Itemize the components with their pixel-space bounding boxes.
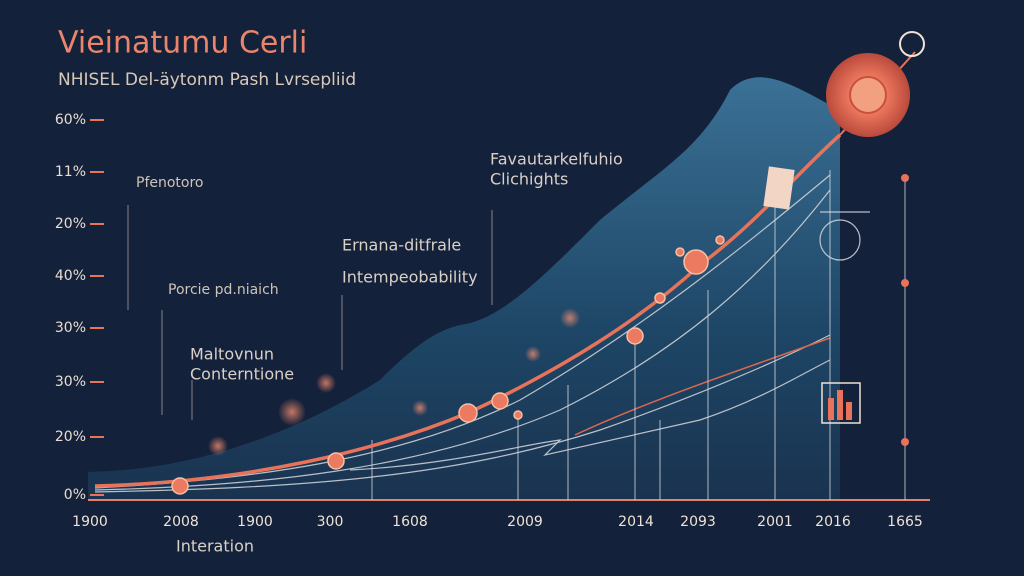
y-axis-label: 11% [55,164,86,180]
decor-circle [849,76,887,114]
decor-rect [821,382,861,424]
annotation: Intempeobability [342,268,478,287]
x-axis-label: 2001 [757,514,793,530]
decor-circle [458,403,478,423]
decor-circle [491,392,509,410]
decor-circle [683,249,709,275]
decor-circle [327,452,345,470]
decor-circle [208,436,228,456]
decor-rect [837,390,843,420]
decor-g [171,235,725,495]
x-axis-label: 1900 [237,514,273,530]
decor-g [208,308,580,456]
x-axis-label: 2093 [680,514,716,530]
decor-circle [901,279,909,287]
decor-g [94,174,870,493]
x-axis-title: Interation [176,537,254,556]
decor-rect [828,398,834,420]
decor-circle [171,477,189,495]
y-axis-label: 0% [64,487,86,503]
x-axis-label: 1608 [392,514,428,530]
subtitle: NHISEL Del-äytonm Pash Lvrsepliid [58,70,356,90]
annotation: Ernana-ditfrale [342,236,461,255]
decor-circle [412,400,428,416]
decor-circle [316,373,336,393]
decor-rect [763,166,795,210]
decor-circle [560,308,580,328]
decor-circle [901,438,909,446]
decor-path [94,174,831,489]
decor-circle [278,398,306,426]
decor-circle [513,410,523,420]
decor-g [371,170,906,500]
decor-path [574,337,831,436]
decor-circle [626,327,644,345]
decor-circle [715,235,725,245]
decor-circle [899,31,925,57]
y-axis-label: 20% [55,429,86,445]
decor-path [88,77,840,501]
decor-circle [654,292,666,304]
decor-circle [901,174,909,182]
decor-g [828,390,852,420]
decor-path [94,133,842,488]
decor-g [901,174,909,446]
y-axis-label: 30% [55,320,86,336]
y-axis-label: 30% [55,374,86,390]
decor-g [127,205,493,420]
x-axis-label: 300 [317,514,344,530]
decor-path [94,334,831,493]
annotation: Porcie pd.niaich [168,282,279,298]
decor-path [94,189,831,491]
y-axis-label: 40% [55,268,86,284]
x-axis-label: 1665 [887,514,923,530]
annotation: Favautarkelfuhio [490,150,623,169]
annotation: Pfenotoro [136,175,204,191]
annotation: Conterntione [190,365,294,384]
y-axis-label: 60% [55,112,86,128]
decor-path [349,359,831,471]
x-axis-label: 2014 [618,514,654,530]
x-axis-label: 2009 [507,514,543,530]
x-axis-label: 2008 [163,514,199,530]
title: Vieinatumu Cerli [58,26,307,61]
decor-circle [525,346,541,362]
decor-rect [846,402,852,420]
y-axis-label: 20% [55,216,86,232]
decor-circle [675,247,685,257]
annotation: Maltovnun [190,345,274,364]
x-axis-label: 1900 [72,514,108,530]
decor-circle [819,219,861,261]
decoration [88,31,930,501]
annotation: Clichights [490,170,568,189]
x-axis-label: 2016 [815,514,851,530]
